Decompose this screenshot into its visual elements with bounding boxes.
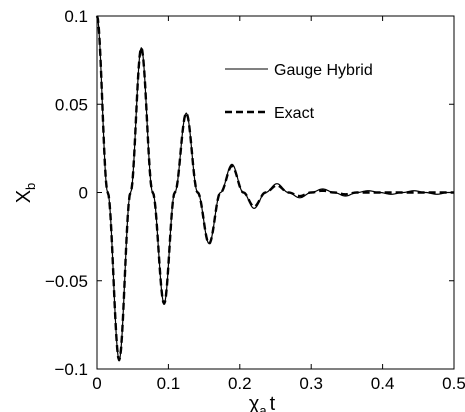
legend: Gauge Hybrid Exact <box>225 62 373 122</box>
series-layer <box>95 15 455 362</box>
legend-label-gauge-hybrid: Gauge Hybrid <box>274 62 373 79</box>
y-axis-label-subscript: b <box>23 183 38 190</box>
y-tick-label: −0.05 <box>45 272 88 291</box>
y-axis-label: Xb <box>13 183 38 204</box>
x-tick-label: 0.3 <box>299 374 323 393</box>
x-tick-label: 0.2 <box>228 374 252 393</box>
x-axis-label-subscript: a <box>259 403 267 412</box>
x-tick-label: 0.4 <box>371 374 395 393</box>
legend-label-exact: Exact <box>274 105 315 122</box>
x-tick-label: 0.5 <box>442 374 465 393</box>
y-tick-label: 0.1 <box>64 7 88 26</box>
y-axis-label-main: X <box>13 190 35 203</box>
x-tick-label: 0 <box>92 374 101 393</box>
y-tick-label: −0.1 <box>54 360 88 379</box>
x-tick-label: 0.1 <box>157 374 181 393</box>
y-tick-label: 0 <box>79 184 88 203</box>
x-axis-label-suffix: t <box>270 393 276 412</box>
axis-ticks: 0 0.1 0.2 0.3 0.4 0.5 −0.1 −0.05 0 0.05 0.1 <box>45 7 465 393</box>
x-axis-label-main: χ <box>249 393 260 412</box>
y-tick-label: 0.05 <box>55 95 88 114</box>
series-line-exact <box>95 15 455 362</box>
x-axis-label: χa t <box>249 393 276 412</box>
plot-area <box>96 15 455 370</box>
